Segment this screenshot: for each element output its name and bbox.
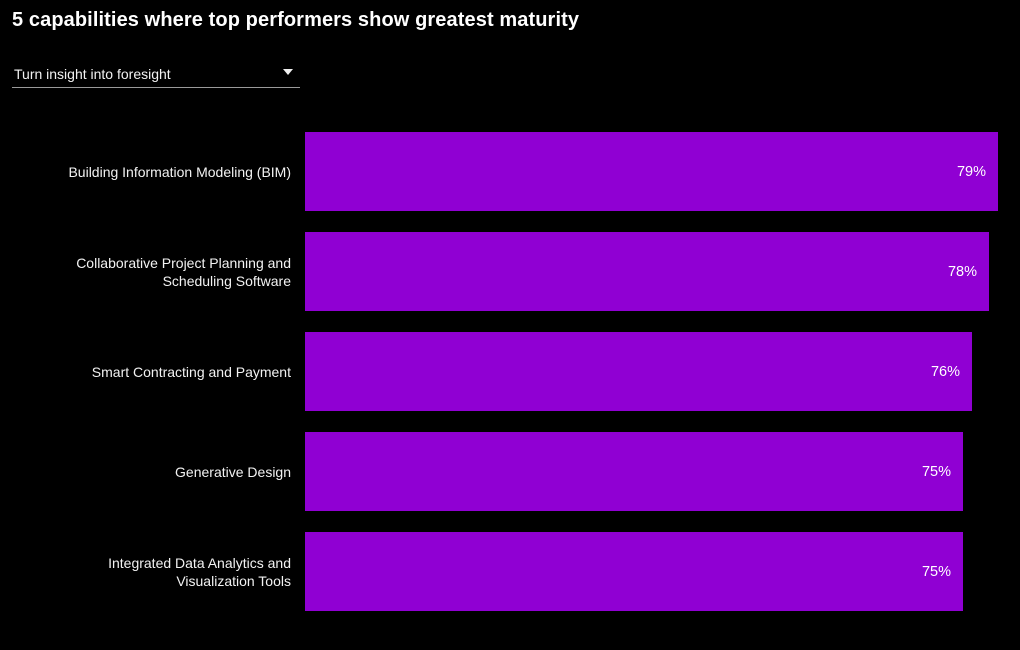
bar-segment[interactable]: 79% bbox=[305, 132, 998, 211]
chart-title: 5 capabilities where top performers show… bbox=[12, 9, 580, 31]
insight-dropdown[interactable]: Turn insight into foresight bbox=[12, 60, 300, 88]
chart-row: Collaborative Project Planning and Sched… bbox=[0, 232, 1020, 311]
category-label: Integrated Data Analytics and Visualizat… bbox=[0, 532, 291, 611]
bar-track: 76% bbox=[305, 332, 1020, 411]
category-label: Collaborative Project Planning and Sched… bbox=[0, 232, 291, 311]
category-label-text: Smart Contracting and Payment bbox=[91, 363, 291, 380]
bar-segment[interactable]: 75% bbox=[305, 532, 963, 611]
category-label-text: Collaborative Project Planning and Sched… bbox=[76, 254, 291, 289]
bar-track: 75% bbox=[305, 432, 1020, 511]
insight-dropdown-value: Turn insight into foresight bbox=[14, 65, 171, 82]
bar-segment[interactable]: 76% bbox=[305, 332, 972, 411]
category-label: Smart Contracting and Payment bbox=[0, 332, 291, 411]
bar-value-label: 79% bbox=[956, 163, 986, 180]
bar-value-label: 75% bbox=[921, 463, 951, 480]
category-label: Building Information Modeling (BIM) bbox=[0, 132, 291, 211]
bar-chart: Building Information Modeling (BIM) 79% Co… bbox=[0, 132, 1020, 632]
category-label: Generative Design bbox=[0, 432, 291, 511]
chart-row: Building Information Modeling (BIM) 79% bbox=[0, 132, 1020, 211]
chart-row: Smart Contracting and Payment 76% bbox=[0, 332, 1020, 411]
category-label-text: Integrated Data Analytics and Visualizat… bbox=[108, 554, 291, 589]
category-label-text: Generative Design bbox=[175, 463, 291, 480]
bar-segment[interactable]: 75% bbox=[305, 432, 963, 511]
bar-track: 78% bbox=[305, 232, 1020, 311]
bar-track: 79% bbox=[305, 132, 1020, 211]
bar-value-label: 76% bbox=[930, 363, 960, 380]
bar-segment[interactable]: 78% bbox=[305, 232, 989, 311]
chart-row: Generative Design 75% bbox=[0, 432, 1020, 511]
category-label-text: Building Information Modeling (BIM) bbox=[68, 163, 291, 180]
bar-track: 75% bbox=[305, 532, 1020, 611]
bar-value-label: 78% bbox=[947, 263, 977, 280]
bar-value-label: 75% bbox=[921, 563, 951, 580]
chevron-down-icon bbox=[283, 69, 293, 75]
chart-row: Integrated Data Analytics and Visualizat… bbox=[0, 532, 1020, 611]
